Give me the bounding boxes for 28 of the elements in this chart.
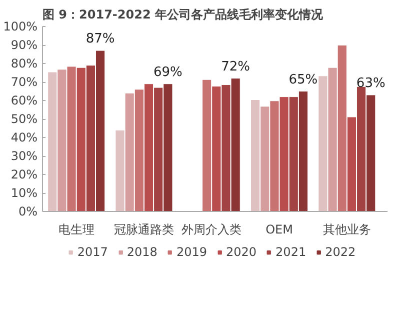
- chart-title: 图 9：2017-2022 年公司各产品线毛利率变化情况: [42, 8, 324, 22]
- x-tick-label: 其他业务: [322, 222, 371, 236]
- y-tick-label: 100%: [3, 20, 38, 34]
- y-tick-label: 90%: [10, 38, 38, 52]
- y-tick-label: 60%: [10, 94, 38, 108]
- y-tick-label: 30%: [10, 149, 38, 163]
- x-tick-label: 冠脉通路类: [114, 222, 174, 236]
- legend-label: 2020: [226, 245, 257, 259]
- legend-label: 2022: [325, 245, 356, 259]
- y-tick-label: 40%: [10, 130, 38, 144]
- data-label: 65%: [288, 72, 318, 88]
- y-tick-label: 50%: [10, 112, 38, 126]
- legend-label: 2017: [77, 245, 108, 259]
- x-tick-label: OEM: [266, 222, 293, 236]
- legend-label: 2021: [276, 245, 306, 259]
- y-tick-label: 10%: [10, 186, 38, 200]
- y-tick-label: 20%: [10, 168, 38, 182]
- data-label: 87%: [86, 32, 115, 47]
- y-tick-label: 0%: [18, 204, 38, 218]
- y-tick-label: 70%: [10, 75, 38, 89]
- data-label: 69%: [153, 64, 182, 80]
- x-tick-label: 电生理: [58, 222, 94, 236]
- y-tick-label: 80%: [10, 56, 38, 70]
- legend-label: 2019: [176, 245, 207, 259]
- x-tick-label: 外周介入类: [182, 222, 242, 236]
- legend-label: 2018: [126, 245, 158, 259]
- data-label: 72%: [221, 59, 250, 74]
- data-label: 63%: [356, 76, 386, 91]
